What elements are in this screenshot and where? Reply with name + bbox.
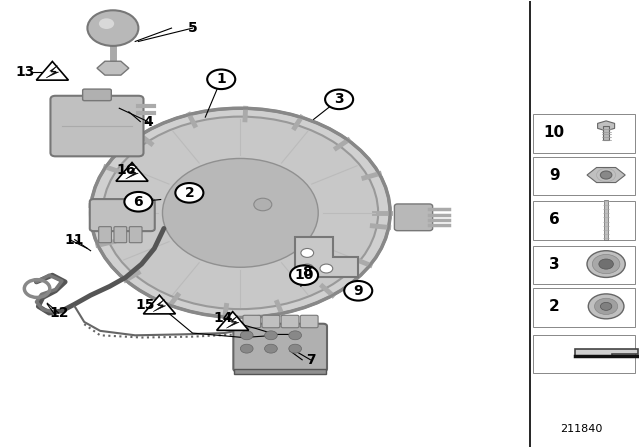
Circle shape bbox=[593, 254, 620, 274]
Polygon shape bbox=[153, 299, 166, 312]
Circle shape bbox=[587, 251, 625, 277]
Circle shape bbox=[301, 249, 314, 258]
FancyBboxPatch shape bbox=[534, 156, 636, 195]
Polygon shape bbox=[143, 295, 175, 314]
Polygon shape bbox=[217, 312, 249, 330]
Circle shape bbox=[600, 302, 612, 310]
Text: 6: 6 bbox=[134, 195, 143, 209]
FancyBboxPatch shape bbox=[83, 89, 111, 101]
Text: 10: 10 bbox=[294, 268, 314, 282]
FancyBboxPatch shape bbox=[603, 126, 609, 140]
Circle shape bbox=[264, 331, 277, 340]
Circle shape bbox=[163, 159, 318, 267]
FancyBboxPatch shape bbox=[534, 114, 636, 153]
Text: 7: 7 bbox=[306, 353, 316, 367]
FancyBboxPatch shape bbox=[534, 288, 636, 327]
FancyBboxPatch shape bbox=[51, 96, 143, 156]
Circle shape bbox=[599, 259, 613, 269]
Text: 2: 2 bbox=[548, 299, 559, 314]
Polygon shape bbox=[587, 168, 625, 182]
Text: 9: 9 bbox=[549, 168, 559, 182]
Text: 8: 8 bbox=[302, 265, 312, 279]
Circle shape bbox=[289, 331, 301, 340]
FancyBboxPatch shape bbox=[234, 369, 326, 374]
Text: 13: 13 bbox=[15, 65, 35, 79]
Polygon shape bbox=[36, 61, 68, 80]
Polygon shape bbox=[46, 65, 59, 78]
Circle shape bbox=[241, 344, 253, 353]
FancyBboxPatch shape bbox=[90, 199, 155, 231]
Circle shape bbox=[290, 265, 318, 285]
Polygon shape bbox=[116, 163, 148, 181]
Text: 10: 10 bbox=[543, 125, 564, 140]
Circle shape bbox=[289, 344, 301, 353]
FancyBboxPatch shape bbox=[534, 201, 636, 240]
Circle shape bbox=[595, 298, 618, 314]
Polygon shape bbox=[125, 167, 138, 179]
Circle shape bbox=[301, 264, 314, 273]
Circle shape bbox=[344, 281, 372, 301]
FancyBboxPatch shape bbox=[262, 315, 280, 328]
Circle shape bbox=[320, 264, 333, 273]
Circle shape bbox=[91, 108, 390, 318]
Text: 2: 2 bbox=[184, 186, 195, 200]
Polygon shape bbox=[227, 316, 239, 328]
Polygon shape bbox=[598, 121, 614, 131]
Text: 11: 11 bbox=[65, 233, 84, 246]
Text: 12: 12 bbox=[49, 306, 68, 320]
FancyBboxPatch shape bbox=[129, 227, 142, 243]
Circle shape bbox=[325, 90, 353, 109]
Circle shape bbox=[102, 116, 378, 309]
Text: 1: 1 bbox=[216, 72, 226, 86]
Text: 14: 14 bbox=[213, 311, 233, 325]
FancyBboxPatch shape bbox=[604, 199, 608, 240]
FancyBboxPatch shape bbox=[281, 315, 299, 328]
Circle shape bbox=[264, 344, 277, 353]
FancyBboxPatch shape bbox=[99, 227, 111, 243]
Text: 6: 6 bbox=[548, 212, 559, 227]
Text: 5: 5 bbox=[188, 21, 197, 35]
Circle shape bbox=[207, 69, 236, 89]
Text: 3: 3 bbox=[334, 92, 344, 106]
FancyBboxPatch shape bbox=[534, 335, 636, 373]
Circle shape bbox=[88, 10, 138, 46]
Text: 4: 4 bbox=[143, 115, 153, 129]
Text: 15: 15 bbox=[135, 298, 154, 312]
Circle shape bbox=[241, 331, 253, 340]
Polygon shape bbox=[575, 349, 637, 356]
FancyBboxPatch shape bbox=[243, 315, 260, 328]
FancyBboxPatch shape bbox=[114, 227, 127, 243]
FancyBboxPatch shape bbox=[234, 324, 327, 371]
Text: 16: 16 bbox=[116, 163, 136, 177]
Text: 211840: 211840 bbox=[560, 424, 602, 434]
Circle shape bbox=[124, 192, 152, 211]
Text: 3: 3 bbox=[549, 257, 559, 271]
Circle shape bbox=[588, 294, 624, 319]
Circle shape bbox=[99, 18, 114, 29]
Polygon shape bbox=[294, 237, 358, 277]
FancyBboxPatch shape bbox=[394, 204, 433, 231]
FancyBboxPatch shape bbox=[534, 246, 636, 284]
Text: 9: 9 bbox=[353, 284, 363, 298]
Circle shape bbox=[175, 183, 204, 202]
Circle shape bbox=[600, 171, 612, 179]
Circle shape bbox=[254, 198, 272, 211]
Polygon shape bbox=[97, 61, 129, 75]
FancyBboxPatch shape bbox=[300, 315, 318, 328]
